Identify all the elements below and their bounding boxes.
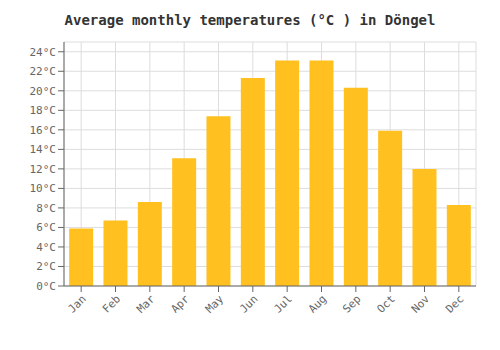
svg-text:2°C: 2°C <box>36 260 56 273</box>
svg-text:Jun: Jun <box>237 292 260 315</box>
svg-text:Nov: Nov <box>409 292 433 316</box>
svg-text:8°C: 8°C <box>36 202 56 215</box>
svg-text:Jan: Jan <box>66 292 89 315</box>
svg-text:22°C: 22°C <box>30 65 57 78</box>
svg-text:Feb: Feb <box>100 292 123 315</box>
svg-text:Sep: Sep <box>340 292 363 315</box>
svg-text:Apr: Apr <box>169 292 193 316</box>
svg-text:6°C: 6°C <box>36 221 56 234</box>
svg-text:12°C: 12°C <box>30 163 57 176</box>
svg-text:4°C: 4°C <box>36 241 56 254</box>
svg-text:Oct: Oct <box>375 292 398 315</box>
svg-text:0°C: 0°C <box>36 280 56 293</box>
html-text:Average monthly temperatures (: Average monthly temperatures (°C ) in Dö… <box>64 12 436 28</box>
svg-text:14°C: 14°C <box>30 143 57 156</box>
svg-text:Mar: Mar <box>134 292 158 316</box>
svg-text:10°C: 10°C <box>30 182 57 195</box>
svg-text:Jul: Jul <box>272 292 295 315</box>
svg-text:Dec: Dec <box>443 292 466 315</box>
svg-text:24°C: 24°C <box>30 46 57 59</box>
svg-text:May: May <box>203 292 227 316</box>
svg-text:16°C: 16°C <box>30 124 57 137</box>
svg-text:Aug: Aug <box>306 292 329 315</box>
svg-text:20°C: 20°C <box>30 85 57 98</box>
svg-text:18°C: 18°C <box>30 104 57 117</box>
